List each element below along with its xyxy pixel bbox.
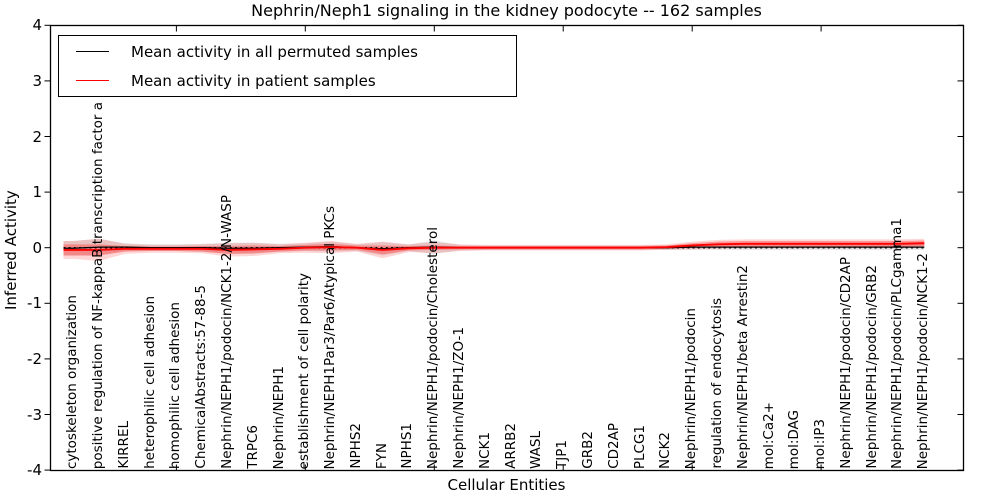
x-tick-label: Nephrin/NEPH1/podocin/GRB2 [863,265,880,469]
x-tick-label: Nephrin/NEPH1/beta Arrestin2 [734,264,751,469]
x-tick-label: Nephrin/NEPH1/podocin/CD2AP [837,257,854,469]
x-tick-label: Nephrin/NEPH1/podocin/PLCgamma1 [889,217,906,469]
legend-item-patient: Mean activity in patient samples [59,66,516,95]
chart-title: Nephrin/Neph1 signaling in the kidney po… [251,1,762,20]
y-tick-label: 4 [32,16,42,35]
x-tick-label: Nephrin/NEPH1/podocin/NCK1-2/N-WASP [218,195,235,469]
y-tick-label: 0 [32,238,42,257]
x-tick-label: Nephrin/NEPH1/ZO-1 [451,327,468,469]
x-tick-label: Nephrin/NEPH1/podocin/NCK1-2 [915,252,932,469]
legend-item-permuted: Mean activity in all permuted samples [59,37,516,66]
y-tick-label: -3 [27,405,42,424]
x-tick-label: GRB2 [580,431,596,469]
x-tick-label: TJP1 [554,440,571,469]
x-tick-label: CD2AP [605,423,622,469]
y-tick-label: 3 [32,71,42,90]
x-tick-label: KIRREL [115,421,132,469]
x-tick-label: cytoskeleton organization [64,294,81,469]
x-tick-label: WASL [528,431,545,469]
permuted-line-swatch [76,51,109,52]
x-tick-label: TRPC6 [244,425,261,469]
y-tick-label: 1 [32,183,42,202]
x-tick-label: NPHS2 [347,423,364,469]
x-tick-label: ChemicalAbstracts:57-88-5 [193,285,210,469]
x-tick-label: Nephrin/NEPH1/podocin [683,307,700,469]
y-tick-label: -2 [27,349,42,368]
x-tick-label: regulation of endocytosis [708,298,725,469]
x-tick-label: NCK2 [657,432,674,469]
legend-label-permuted: Mean activity in all permuted samples [131,42,418,61]
y-tick-label: -1 [27,294,42,313]
patient-line-swatch [76,80,109,81]
x-tick-label: NPHS1 [399,423,416,469]
y-tick-label: 2 [32,127,42,146]
x-tick-label: establishment of cell polarity [296,272,313,469]
legend: Mean activity in all permuted samples Me… [58,35,517,97]
legend-label-patient: Mean activity in patient samples [131,71,376,90]
x-tick-label: Nephrin/NEPH1/podocin/Cholesterol [425,226,442,469]
x-tick-label: Nephrin/NEPH1Par3/Par6/Atypical PKCs [322,205,339,470]
x-tick-label: Nephrin/NEPH1 [270,365,287,469]
axis-ticks [44,24,964,471]
x-tick-label: ARRB2 [502,423,519,469]
plot-frame [49,24,965,472]
x-tick-label: homophilic cell adhesion [167,301,184,469]
x-tick-label: mol:IP3 [812,418,829,469]
x-tick-label: mol:DAG [786,409,803,469]
x-tick-label: mol:Ca2+ [760,401,777,469]
x-tick-label: PLCG1 [631,424,648,469]
x-axis-label: Cellular Entities [447,476,566,494]
patient-mean-line [63,242,925,251]
x-tick-label: positive regulation of NF-kappaB transcr… [89,101,106,469]
x-tick-label: heterophilic cell adhesion [141,296,158,469]
x-tick-label: FYN [373,442,390,469]
y-tick-label: -4 [27,461,42,480]
x-tick-label: NCK1 [476,432,493,469]
